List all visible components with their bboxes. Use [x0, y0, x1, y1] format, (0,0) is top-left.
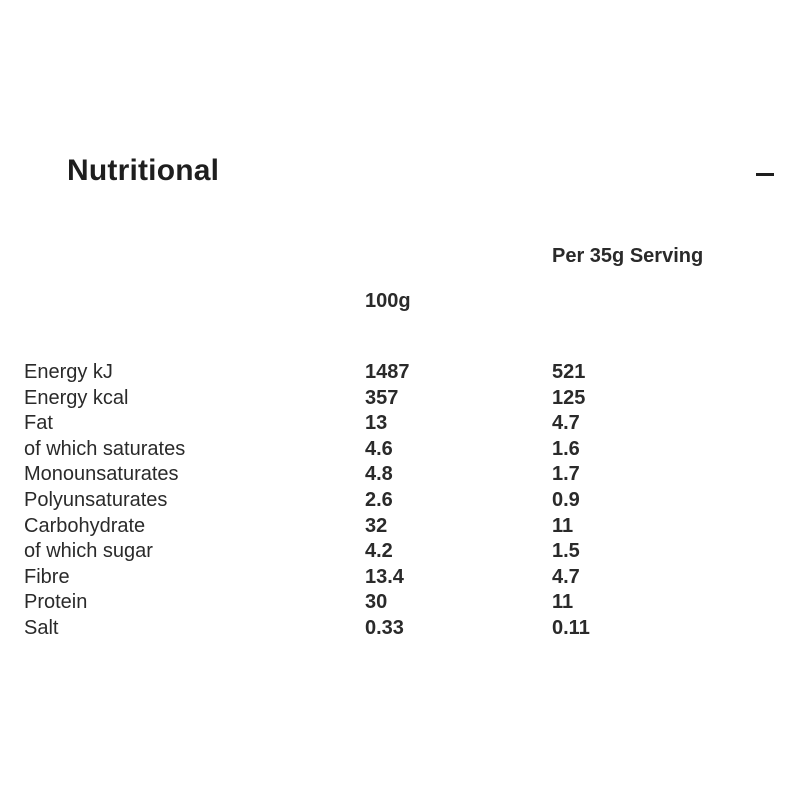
nutrient-label: Energy kcal	[24, 386, 129, 409]
value-per-100g: 32	[365, 514, 388, 537]
table-row: Salt 0.33 0.11	[0, 616, 800, 642]
table-row: Carbohydrate 32 11	[0, 514, 800, 540]
value-per-serving: 4.7	[552, 412, 580, 435]
value-per-serving: 1.7	[552, 463, 580, 486]
nutrient-label: of which sugar	[24, 540, 153, 563]
minus-icon	[756, 173, 774, 176]
value-per-100g: 13.4	[365, 565, 404, 588]
value-per-serving: 0.9	[552, 488, 580, 511]
table-row: Fat 13 4.7	[0, 411, 800, 437]
value-per-serving: 521	[552, 361, 586, 383]
nutrient-label: Salt	[24, 616, 59, 639]
value-per-100g: 4.6	[365, 437, 393, 460]
value-per-serving: 0.11	[552, 616, 590, 639]
nutrient-label: Energy kJ	[24, 361, 113, 383]
nutrient-label: of which saturates	[24, 437, 186, 460]
value-per-serving: 11	[552, 591, 574, 614]
value-per-100g: 0.33	[365, 616, 404, 639]
value-per-100g: 357	[365, 386, 399, 409]
value-per-100g: 30	[365, 591, 388, 614]
column-header-per-100g: 100g	[365, 290, 411, 312]
value-per-100g: 2.6	[365, 488, 393, 511]
table-row: of which saturates 4.6 1.6	[0, 437, 800, 463]
section-title: Nutritional	[67, 154, 220, 187]
value-per-100g: 4.8	[365, 463, 393, 486]
nutrient-label: Protein	[24, 591, 88, 614]
value-per-100g: 4.2	[365, 540, 393, 563]
value-per-100g: 1487	[365, 361, 410, 383]
value-per-serving: 4.7	[552, 565, 580, 588]
table-row: Energy kJ 1487 521	[0, 360, 800, 386]
value-per-serving: 125	[552, 386, 586, 409]
value-per-serving: 11	[552, 514, 574, 537]
nutrition-table: Energy kJ 1487 521 Energy kcal 357 125 F…	[0, 360, 800, 642]
table-row: of which sugar 4.2 1.5	[0, 539, 800, 565]
table-row: Protein 30 11	[0, 590, 800, 616]
value-per-100g: 13	[365, 412, 388, 435]
collapse-toggle-button[interactable]	[752, 160, 778, 188]
table-row: Energy kcal 357 125	[0, 386, 800, 412]
value-per-serving: 1.6	[552, 437, 580, 460]
nutrient-label: Monounsaturates	[24, 463, 179, 486]
column-header-per-serving: Per 35g Serving	[552, 245, 704, 267]
nutrient-label: Fibre	[24, 565, 70, 588]
nutrient-label: Polyunsaturates	[24, 488, 168, 511]
value-per-serving: 1.5	[552, 540, 580, 563]
table-row: Fibre 13.4 4.7	[0, 565, 800, 591]
table-row: Monounsaturates 4.8 1.7	[0, 462, 800, 488]
nutrient-label: Carbohydrate	[24, 514, 146, 537]
table-row: Polyunsaturates 2.6 0.9	[0, 488, 800, 514]
nutrient-label: Fat	[24, 412, 53, 435]
